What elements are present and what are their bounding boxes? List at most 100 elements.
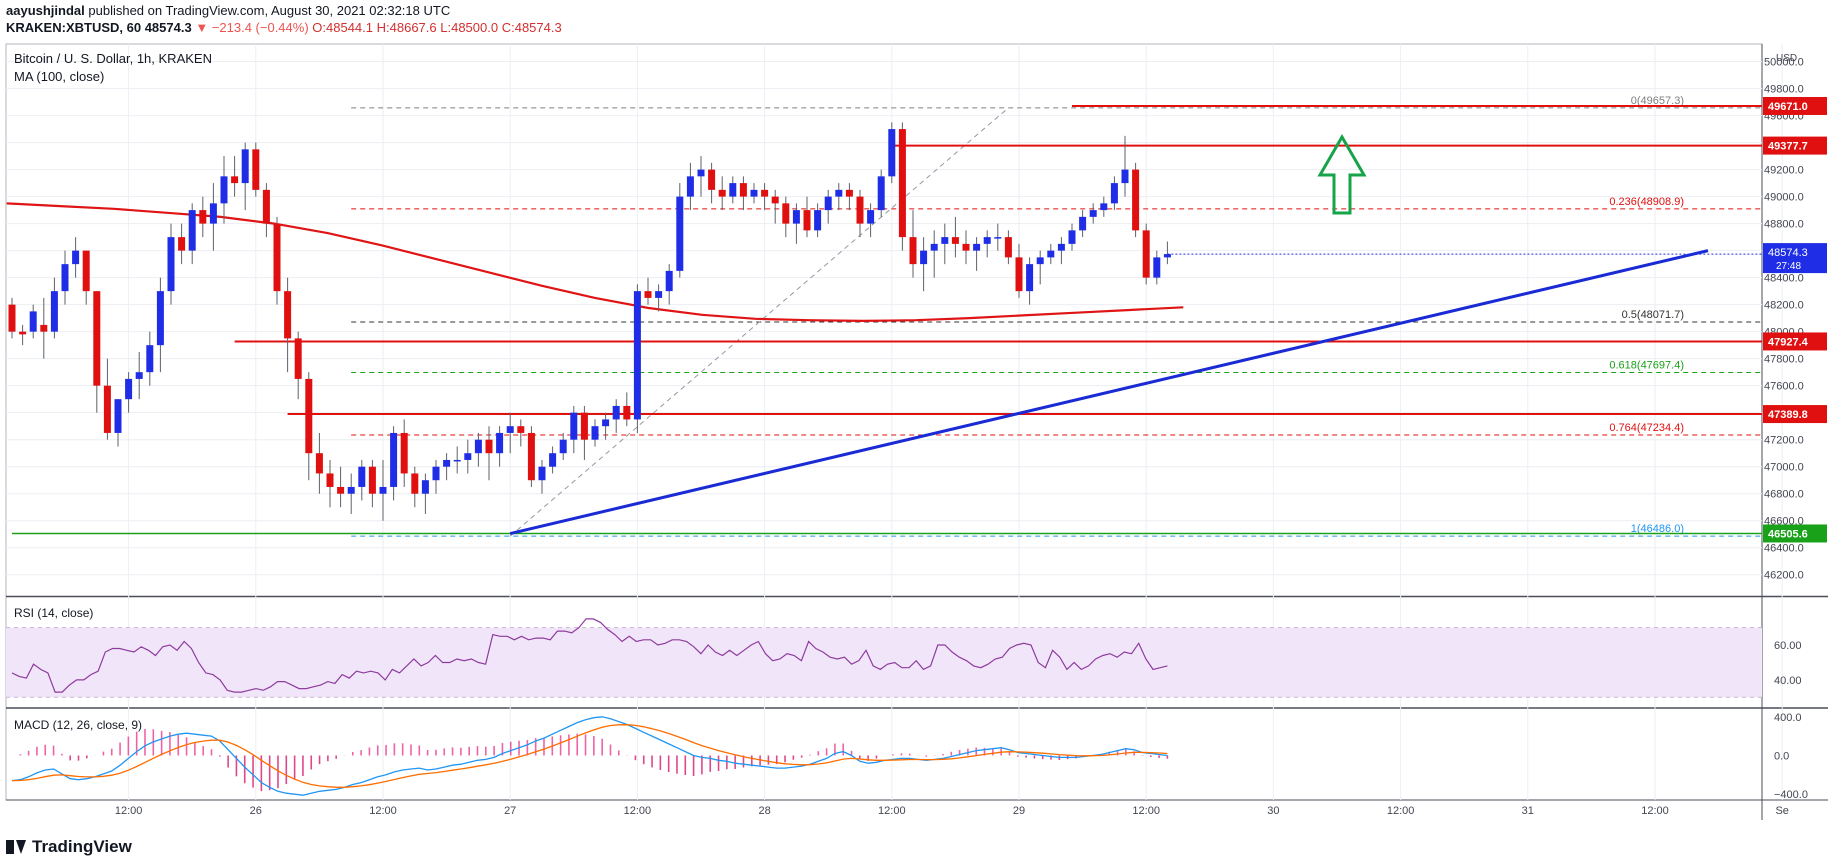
candle-body xyxy=(898,129,906,238)
ma-indicator-label: MA (100, close) xyxy=(14,69,104,84)
fib-label: 1(46486.0) xyxy=(1631,523,1684,535)
y-tick-label: 49200.0 xyxy=(1764,165,1804,177)
candle-body xyxy=(474,439,482,454)
y-tick-label: 50000.0 xyxy=(1764,57,1804,69)
candle-body xyxy=(379,486,387,494)
fib-label: 0.236(48908.9) xyxy=(1609,196,1684,208)
y-tick-label: 49000.0 xyxy=(1764,192,1804,204)
y-tick-label: 47200.0 xyxy=(1764,435,1804,447)
y-tick-label: 46200.0 xyxy=(1764,570,1804,582)
candle-body xyxy=(40,324,48,332)
last-price-label: 48574.3 xyxy=(144,20,192,35)
candle-body xyxy=(29,311,37,332)
candle-body xyxy=(803,210,811,231)
level-price-text: 49377.7 xyxy=(1768,141,1808,153)
candle-body xyxy=(178,237,186,251)
x-tick-label: 12:00 xyxy=(1641,805,1669,817)
rsi-line xyxy=(11,618,1168,693)
candle-body xyxy=(453,459,461,462)
last-price-tag xyxy=(1763,243,1827,274)
candle-body xyxy=(962,243,970,251)
publisher-name[interactable]: aayushjindal xyxy=(6,3,85,18)
x-tick-label: 12:00 xyxy=(115,805,143,817)
candle-body xyxy=(1068,230,1076,244)
x-tick-label: 26 xyxy=(250,805,262,817)
level-price-tag xyxy=(1763,524,1827,543)
candle-body xyxy=(686,176,694,197)
candle-body xyxy=(920,250,928,265)
candle-body xyxy=(930,243,938,251)
ma-100-line xyxy=(6,202,1184,323)
candle-body xyxy=(1026,264,1034,292)
candle-body xyxy=(580,412,588,440)
candle-body xyxy=(1121,169,1129,184)
candle-body xyxy=(347,486,355,494)
candle-body xyxy=(326,473,334,487)
candle-body xyxy=(1142,230,1150,278)
candle-body xyxy=(676,196,684,271)
x-tick-label: 12:00 xyxy=(369,805,397,817)
candle-body xyxy=(623,405,631,420)
candle-body xyxy=(994,237,1002,239)
low-label: L:48500.0 xyxy=(440,20,499,35)
candle-body xyxy=(135,372,143,379)
candle-body xyxy=(358,466,366,487)
y-tick-label: 48200.0 xyxy=(1764,300,1804,312)
candle-body xyxy=(411,473,419,494)
candle-body xyxy=(103,385,111,433)
candle-body xyxy=(835,189,843,197)
high-label: H:48667.6 xyxy=(376,20,437,35)
y-tick-label: 47000.0 xyxy=(1764,462,1804,474)
candle-body xyxy=(61,264,69,292)
y-tick-label: 46400.0 xyxy=(1764,543,1804,555)
tradingview-logo[interactable]: TradingView xyxy=(6,837,132,857)
candle-body xyxy=(305,378,313,454)
x-tick-label: 12:00 xyxy=(1387,805,1415,817)
candle-body xyxy=(390,432,398,487)
candle-body xyxy=(517,426,525,433)
candle-body xyxy=(485,439,493,454)
fib-diagonal xyxy=(509,107,1009,537)
publish-info: aayushjindal published on TradingView.co… xyxy=(6,3,450,18)
candle-body xyxy=(125,378,133,400)
candle-body xyxy=(1153,257,1161,278)
candle-body xyxy=(697,169,705,177)
ascending-trendline xyxy=(509,249,1709,536)
candle-body xyxy=(909,237,917,265)
candle-body xyxy=(146,345,154,373)
y-tick-label: 48400.0 xyxy=(1764,273,1804,285)
candle-body xyxy=(1079,216,1087,231)
level-price-tag xyxy=(1763,405,1827,424)
tradingview-brand-text: TradingView xyxy=(32,837,132,856)
candle-body xyxy=(156,291,164,346)
candle-body xyxy=(199,210,207,224)
candle-body xyxy=(877,176,885,211)
candle-body xyxy=(432,466,440,481)
macd-y-tick-label: 400.0 xyxy=(1774,712,1802,724)
candle-body xyxy=(612,405,620,420)
close-label: C:48574.3 xyxy=(501,20,562,35)
candle-body xyxy=(231,176,239,184)
candle-body xyxy=(845,189,853,197)
candle-body xyxy=(570,412,578,440)
candle-body xyxy=(538,466,546,481)
currency-label: USD xyxy=(1776,53,1797,64)
candle-body xyxy=(973,243,981,251)
candle-body xyxy=(888,129,896,177)
candle-body xyxy=(114,399,122,433)
candle-body xyxy=(1089,210,1097,217)
candle-body xyxy=(867,210,875,224)
candle-body xyxy=(1132,169,1140,231)
candle-body xyxy=(739,183,747,197)
countdown-text: 27:48 xyxy=(1776,261,1801,272)
fib-label: 0.618(47697.4) xyxy=(1609,360,1684,372)
candle-body xyxy=(19,331,27,335)
rsi-y-tick-label: 40.00 xyxy=(1774,675,1802,687)
candle-body xyxy=(792,210,800,224)
symbol-label: KRAKEN:XBTUSD, 60 xyxy=(6,20,142,35)
candle-body xyxy=(771,196,779,204)
candle-body xyxy=(315,453,323,474)
level-price-text: 46505.6 xyxy=(1768,528,1808,540)
candle-body xyxy=(941,237,949,244)
